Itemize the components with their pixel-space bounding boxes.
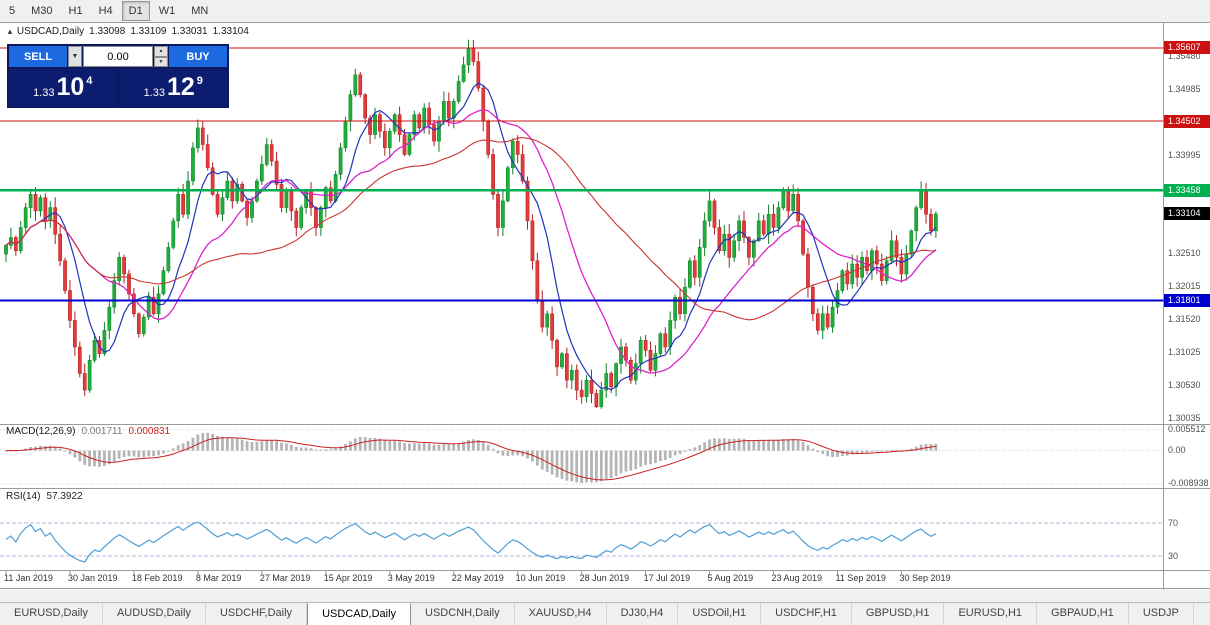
date-axis-label: 17 Jul 2019 — [643, 573, 691, 583]
date-axis-label: 3 May 2019 — [387, 573, 435, 583]
bid-big-figure: 1.33 — [33, 86, 55, 99]
symbol-info-line: ▲ USDCAD,Daily 1.33098 1.33109 1.33031 1.3310… — [6, 26, 254, 37]
date-axis-label: 23 Aug 2019 — [771, 573, 823, 583]
tab-eurusd-h1[interactable]: EURUSD,H1 — [944, 603, 1038, 625]
date-axis-label: 27 Mar 2019 — [259, 573, 311, 583]
timeframe-button-mn[interactable]: MN — [191, 5, 209, 17]
chart-tab-bar: EURUSD,Daily AUDUSD,Daily USDCHF,Daily USDC… — [0, 602, 1210, 625]
ask-point: 9 — [196, 74, 203, 87]
tab-usdcad-daily[interactable]: USDCAD,Daily — [307, 603, 412, 625]
one-click-trading-panel: SELL ▼ 0.00 ▲ ▼ BUY 1.33 10 4 1.33 12 9 — [7, 44, 229, 108]
date-axis-label: 10 Jun 2019 — [515, 573, 566, 583]
tab-usdcnh-daily[interactable]: USDCNH,Daily — [411, 603, 515, 625]
date-axis-label: 11 Sep 2019 — [835, 573, 886, 583]
ask-big-figure: 1.33 — [143, 86, 165, 99]
macd-name: MACD(12,26,9) — [6, 426, 76, 437]
sell-button[interactable]: SELL — [9, 46, 67, 67]
tab-usdjp[interactable]: USDJP — [1129, 603, 1194, 625]
lot-size-input[interactable]: 0.00 — [83, 46, 153, 67]
buy-button[interactable]: BUY — [169, 46, 227, 67]
timeframe-button-m30[interactable]: M30 — [31, 5, 53, 17]
timeframe-button-d1[interactable]: D1 — [121, 1, 150, 21]
date-axis-label: 30 Sep 2019 — [899, 573, 951, 583]
date-axis-label: 5 Aug 2019 — [707, 573, 754, 583]
tab-gbpaud-h1[interactable]: GBPAUD,H1 — [1037, 603, 1129, 625]
rsi-name: RSI(14) — [6, 491, 41, 502]
price-chart[interactable] — [0, 22, 1210, 590]
symbol-title: USDCAD,Daily — [16, 26, 85, 37]
tab-eurusd-daily[interactable]: EURUSD,Daily — [0, 603, 103, 625]
bid-price-tile[interactable]: 1.33 10 4 — [9, 69, 117, 106]
tab-audusd-daily[interactable]: AUDUSD,Daily — [103, 603, 206, 625]
chart-window: ▲ USDCAD,Daily 1.33098 1.33109 1.33031 1.3310… — [0, 22, 1210, 590]
date-axis-label: 15 Apr 2019 — [323, 573, 373, 583]
date-axis-label: 30 Jan 2019 — [67, 573, 118, 583]
bid-pips: 10 — [56, 73, 85, 101]
macd-main-value: 0.001711 — [81, 426, 123, 437]
ask-pips: 12 — [166, 73, 195, 101]
tab-xauusd-h4[interactable]: XAUUSD,H4 — [515, 603, 607, 625]
tab-gbpusd-h1[interactable]: GBPUSD,H1 — [852, 603, 945, 625]
macd-indicator-label: MACD(12,26,9) 0.001711 0.000831 — [6, 426, 176, 437]
ohlc-close: 1.33104 — [212, 26, 249, 37]
ohlc-high: 1.33109 — [130, 26, 167, 37]
tab-dj30-h4[interactable]: DJ30,H4 — [607, 603, 679, 625]
timeframe-button-w1[interactable]: W1 — [158, 5, 176, 17]
lot-step-up-icon[interactable]: ▲ — [154, 46, 168, 57]
rsi-value: 57.3922 — [46, 491, 83, 502]
date-axis-label: 11 Jan 2019 — [4, 573, 53, 583]
date-axis-label: 18 Feb 2019 — [131, 573, 183, 583]
date-axis-label: 8 Mar 2019 — [195, 573, 242, 583]
rsi-indicator-label: RSI(14) 57.3922 — [6, 491, 89, 502]
timeframe-button-5[interactable]: 5 — [9, 5, 16, 17]
tab-usdoil-h1[interactable]: USDOil,H1 — [678, 603, 762, 625]
lot-dropdown-icon[interactable]: ▼ — [68, 46, 82, 67]
lot-step-down-icon[interactable]: ▼ — [154, 56, 168, 67]
tab-usdchf-h1[interactable]: USDCHF,H1 — [761, 603, 852, 625]
timeframe-toolbar: 5 M30 H1 H4 D1 W1 MN — [0, 0, 1210, 22]
ohlc-open: 1.33098 — [89, 26, 126, 37]
date-axis[interactable]: 11 Jan 2019 30 Jan 2019 18 Feb 2019 8 Mar 2… — [0, 573, 1164, 587]
ask-price-tile[interactable]: 1.33 12 9 — [119, 69, 227, 106]
panel-collapse-icon[interactable]: ▲ — [6, 27, 14, 36]
timeframe-button-h4[interactable]: H4 — [98, 5, 113, 17]
timeframe-button-h1[interactable]: H1 — [68, 5, 83, 17]
tab-usdchf-daily[interactable]: USDCHF,Daily — [206, 603, 308, 625]
date-axis-label: 22 May 2019 — [451, 573, 504, 583]
macd-signal-value: 0.000831 — [128, 426, 171, 437]
bid-point: 4 — [86, 74, 93, 87]
date-axis-label: 28 Jun 2019 — [579, 573, 630, 583]
ohlc-low: 1.33031 — [171, 26, 208, 37]
lot-stepper: ▲ ▼ — [154, 46, 168, 67]
